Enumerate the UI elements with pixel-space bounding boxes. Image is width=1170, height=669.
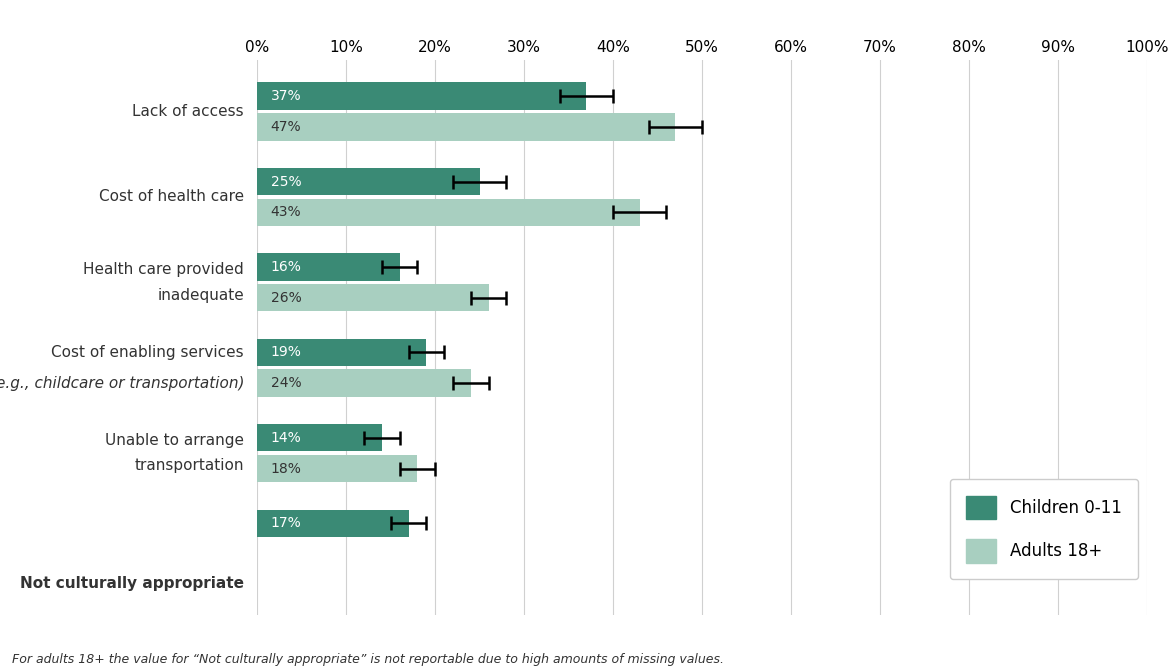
Text: Not culturally appropriate: Not culturally appropriate — [20, 575, 245, 591]
Bar — [257, 424, 381, 452]
Bar — [257, 369, 470, 397]
Text: 14%: 14% — [270, 431, 302, 445]
Text: 24%: 24% — [270, 376, 302, 390]
Text: 37%: 37% — [270, 89, 302, 103]
Text: 26%: 26% — [270, 291, 302, 304]
Text: Lack of access: Lack of access — [132, 104, 245, 119]
Bar — [257, 168, 480, 195]
Text: 47%: 47% — [270, 120, 302, 134]
Text: 19%: 19% — [270, 345, 302, 359]
Text: (e.g., childcare or transportation): (e.g., childcare or transportation) — [0, 375, 245, 391]
Text: 16%: 16% — [270, 260, 302, 274]
Text: 18%: 18% — [270, 462, 302, 476]
Legend: Children 0-11, Adults 18+: Children 0-11, Adults 18+ — [950, 479, 1138, 579]
Bar — [257, 339, 426, 366]
Bar — [257, 510, 408, 537]
Text: Cost of health care: Cost of health care — [99, 189, 245, 205]
Bar — [257, 284, 489, 311]
Text: Health care provided: Health care provided — [83, 262, 245, 277]
Bar — [257, 82, 586, 110]
Text: inadequate: inadequate — [157, 288, 245, 302]
Text: transportation: transportation — [135, 458, 245, 474]
Text: 17%: 17% — [270, 516, 302, 531]
Bar — [257, 199, 640, 226]
Text: 25%: 25% — [270, 175, 302, 189]
Text: Unable to arrange: Unable to arrange — [105, 433, 245, 448]
Text: For adults 18+ the value for “Not culturally appropriate” is not reportable due : For adults 18+ the value for “Not cultur… — [12, 653, 724, 666]
Text: Cost of enabling services: Cost of enabling services — [51, 345, 245, 360]
Bar — [257, 455, 418, 482]
Bar — [257, 113, 675, 140]
Bar — [257, 254, 400, 280]
Text: 43%: 43% — [270, 205, 302, 219]
